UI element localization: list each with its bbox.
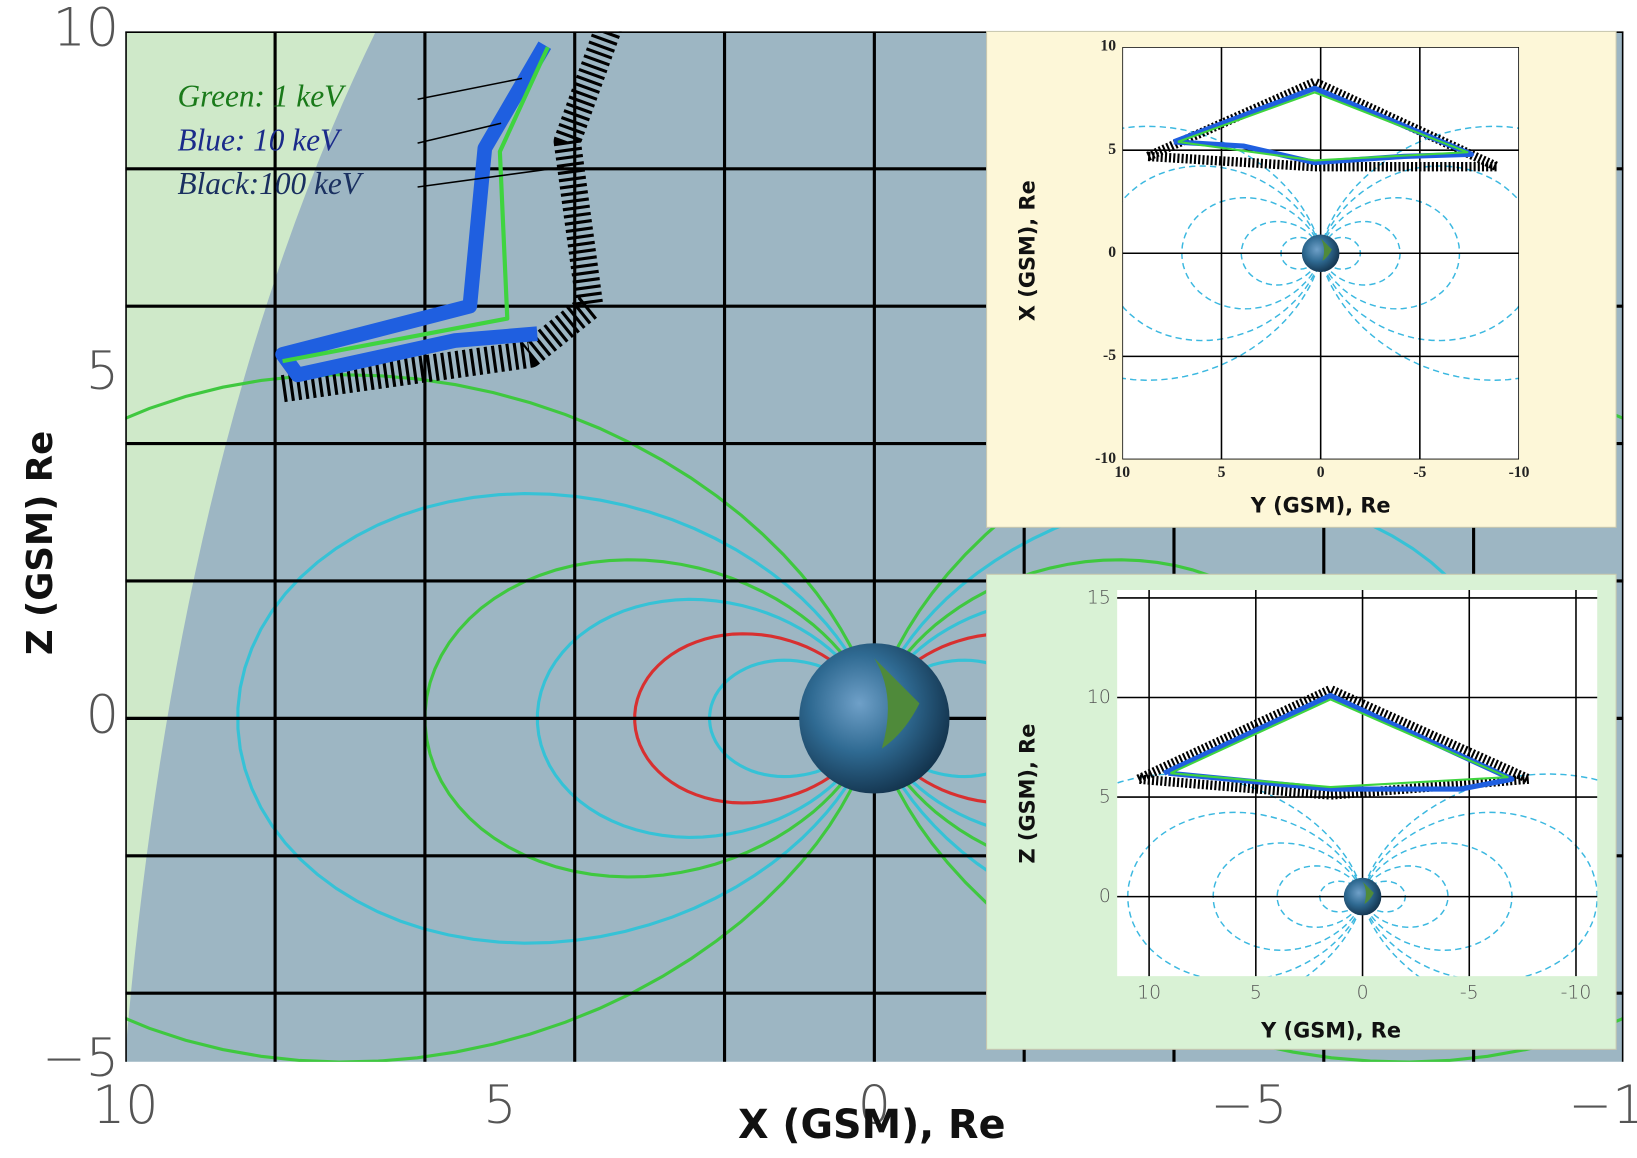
earth bbox=[1343, 877, 1382, 916]
earth bbox=[1301, 234, 1340, 273]
y-axis-label: Z (GSM), Re bbox=[1015, 724, 1039, 864]
x-tick-label: 0 bbox=[858, 1076, 891, 1136]
y-tick-label: 5 bbox=[86, 342, 119, 402]
y-axis-label: Z (GSM) Re bbox=[20, 431, 61, 655]
y-tick-label: −5 bbox=[42, 1029, 119, 1089]
x-tick-label: 10 bbox=[1114, 464, 1130, 481]
plot-area bbox=[1117, 589, 1598, 977]
x-tick-label: -10 bbox=[1561, 983, 1592, 1004]
legend-label: Blue: 10 keV bbox=[177, 122, 343, 157]
legend-arrow bbox=[417, 122, 502, 144]
legend-arrow bbox=[417, 77, 523, 101]
trajectory bbox=[282, 46, 550, 364]
field-line bbox=[1276, 865, 1364, 929]
x-tick-label: 5 bbox=[483, 1076, 516, 1136]
y-tick-label: -10 bbox=[1095, 450, 1116, 467]
x-tick-label: 0 bbox=[1317, 464, 1325, 481]
legend-label: Black:100 keV bbox=[177, 166, 364, 201]
x-tick-label: 5 bbox=[1250, 983, 1262, 1004]
y-tick-label: 0 bbox=[86, 685, 119, 745]
field-line bbox=[125, 373, 876, 1062]
y-tick-label: 15 bbox=[1087, 587, 1111, 608]
x-tick-label: −5 bbox=[1210, 1076, 1287, 1136]
field-line bbox=[1320, 165, 1520, 342]
x-axis-label: Y (GSM), Re bbox=[1250, 493, 1391, 517]
earth-land bbox=[1362, 881, 1374, 905]
trajectory bbox=[1177, 91, 1469, 162]
x-tick-label: 10 bbox=[92, 1076, 158, 1136]
x-axis-label: X (GSM), Re bbox=[738, 1102, 1006, 1148]
y-tick-label: 5 bbox=[1108, 141, 1116, 158]
x-tick-label: -10 bbox=[1509, 464, 1530, 481]
magnetopause-region bbox=[125, 31, 376, 1055]
field-line bbox=[1122, 165, 1322, 342]
earth-land bbox=[874, 658, 920, 749]
y-tick-label: 10 bbox=[53, 0, 119, 58]
field-line bbox=[1361, 865, 1449, 929]
x-tick-label: 5 bbox=[1218, 464, 1226, 481]
plot-background bbox=[1117, 589, 1598, 977]
x-tick-label: −10 bbox=[1568, 1076, 1637, 1136]
trajectory bbox=[1136, 684, 1534, 800]
y-tick-label: -5 bbox=[1103, 347, 1116, 364]
y-tick-label: 0 bbox=[1108, 244, 1116, 261]
y-axis-label: X (GSM), Re bbox=[1015, 180, 1039, 321]
trajectory bbox=[1162, 692, 1515, 792]
y-tick-label: 0 bbox=[1099, 886, 1111, 907]
plot-area bbox=[1122, 47, 1520, 460]
x-tick-label: -5 bbox=[1413, 464, 1426, 481]
y-tick-label: 10 bbox=[1087, 687, 1111, 708]
legend-arrow bbox=[417, 166, 564, 188]
x-tick-label: 10 bbox=[1137, 983, 1161, 1004]
x-axis-label: Y (GSM), Re bbox=[1260, 1019, 1401, 1043]
panel: 10 5 0 -5 -10 15 10 5 0 Y (GSM), Re Z (GSM), Re bbox=[986, 573, 1617, 1050]
x-tick-label: 0 bbox=[1357, 983, 1369, 1004]
trajectory bbox=[280, 31, 622, 403]
field-line bbox=[1122, 125, 1322, 381]
trajectory bbox=[275, 41, 552, 383]
x-tick-label: -5 bbox=[1460, 983, 1479, 1004]
earth bbox=[799, 643, 950, 794]
earth-land bbox=[1320, 238, 1332, 261]
y-tick-label: 5 bbox=[1099, 787, 1111, 808]
legend-label: Green: 1 keV bbox=[177, 78, 347, 113]
trajectory bbox=[1169, 698, 1509, 789]
y-tick-label: 10 bbox=[1100, 38, 1116, 55]
